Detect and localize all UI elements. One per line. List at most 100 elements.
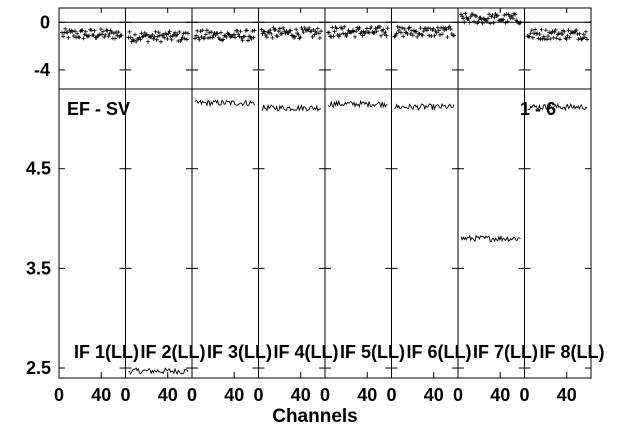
phase-point — [533, 27, 538, 32]
phase-point — [165, 36, 170, 41]
phase-point — [445, 34, 450, 39]
phase-point — [139, 31, 144, 36]
phase-point — [259, 27, 264, 32]
x-tick-label: 0 — [453, 385, 463, 405]
phase-point — [475, 21, 480, 26]
phase-point — [311, 27, 316, 32]
phase-point — [530, 35, 535, 40]
phase-point — [66, 35, 71, 40]
phase-point — [210, 35, 215, 40]
phase-point — [207, 30, 212, 35]
phase-point — [156, 30, 161, 35]
phase-point — [153, 29, 158, 34]
phase-point — [271, 25, 276, 30]
phase-point — [432, 33, 437, 38]
x-tick-label: 40 — [158, 385, 178, 405]
phase-point — [155, 34, 160, 39]
phase-point — [158, 39, 163, 44]
phase-point — [367, 30, 372, 35]
phase-point — [417, 31, 422, 36]
phase-point — [560, 32, 565, 37]
phase-point — [175, 32, 180, 37]
phase-point — [501, 17, 506, 22]
phase-point — [562, 29, 567, 34]
phase-point — [466, 16, 471, 21]
phase-point — [492, 15, 497, 20]
phase-point — [439, 25, 444, 30]
phase-point — [360, 33, 365, 38]
phase-point — [436, 28, 441, 33]
phase-point — [301, 30, 306, 35]
phase-point — [246, 38, 251, 43]
phase-point — [574, 28, 579, 33]
phase-point — [81, 36, 86, 41]
phase-point — [554, 36, 559, 41]
phase-point — [77, 35, 82, 40]
phase-point — [488, 21, 493, 26]
phase-point — [480, 21, 485, 26]
phase-point — [317, 36, 322, 41]
phase-point — [233, 35, 238, 40]
phase-point — [557, 37, 562, 42]
phase-point — [109, 30, 114, 35]
x-tick-label: 40 — [424, 385, 444, 405]
phase-point — [298, 35, 303, 40]
phase-point — [361, 29, 366, 34]
phase-point — [221, 37, 226, 42]
phase-point — [310, 34, 315, 39]
phase-point — [420, 33, 425, 38]
phase-point — [267, 30, 272, 35]
phase-point — [373, 26, 378, 31]
x-tick-label: 40 — [357, 385, 377, 405]
phase-point — [400, 25, 405, 30]
phase-point — [144, 32, 149, 37]
phase-point — [82, 32, 87, 37]
phase-point — [474, 14, 479, 19]
phase-point — [337, 32, 342, 37]
phase-point — [452, 33, 456, 38]
phase-point — [169, 37, 174, 42]
x-axis-label: Channels — [272, 406, 358, 427]
phase-point — [193, 36, 197, 41]
phase-point — [541, 34, 546, 39]
phase-point — [552, 30, 557, 35]
phase-point — [374, 29, 379, 34]
if-label: IF 6(LL) — [407, 342, 472, 362]
phase-point — [72, 29, 77, 34]
phase-point — [315, 26, 320, 31]
amp-series-line — [194, 99, 255, 108]
phase-point — [353, 34, 358, 39]
phase-point — [491, 20, 496, 25]
phase-point — [402, 26, 407, 31]
phase-point — [288, 28, 293, 33]
x-tick-label: 40 — [490, 385, 510, 405]
phase-point — [238, 29, 243, 34]
phase-point — [484, 19, 489, 24]
if-label: IF 8(LL) — [540, 342, 605, 362]
x-tick-label: 0 — [54, 385, 64, 405]
phase-point — [92, 28, 97, 33]
if-label: IF 5(LL) — [340, 342, 405, 362]
phase-point — [264, 35, 269, 40]
phase-point — [427, 33, 432, 38]
phase-point — [509, 13, 514, 18]
phase-point — [270, 35, 275, 40]
phase-point — [343, 31, 348, 36]
phase-point — [441, 25, 446, 30]
phase-point — [495, 13, 500, 18]
amp-y-tick-label: 2.5 — [26, 358, 51, 378]
phase-point — [218, 30, 223, 35]
phase-point — [565, 33, 570, 38]
phase-y-tick-label: 0 — [40, 12, 50, 32]
phase-point — [468, 14, 473, 19]
phase-point — [248, 34, 253, 39]
phase-point — [529, 28, 534, 33]
phase-point — [440, 32, 445, 37]
phase-point — [316, 31, 321, 36]
phase-point — [502, 13, 507, 18]
phase-point — [290, 33, 295, 38]
phase-point — [250, 29, 255, 34]
phase-point — [177, 29, 182, 34]
phase-point — [244, 28, 249, 33]
phase-point — [377, 24, 382, 29]
